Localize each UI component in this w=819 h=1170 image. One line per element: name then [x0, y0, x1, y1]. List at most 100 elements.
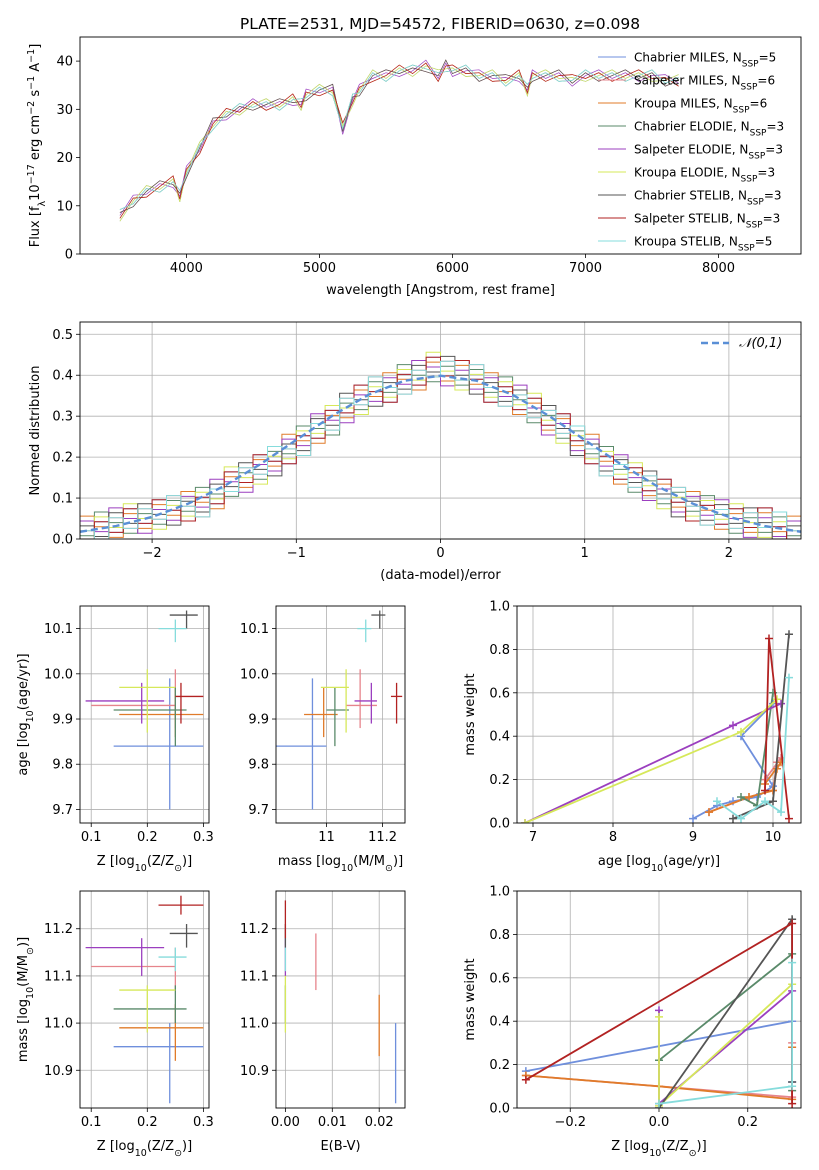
label-part: 10	[341, 863, 353, 874]
panel-weight-vs-Z: −0.2 0.0 0.2 0.0 0.2 0.4 0.6 0.8 1.0 Z [log10(Z/Z…	[463, 885, 802, 1159]
weight-marker	[737, 792, 745, 801]
weight-marker	[729, 814, 737, 823]
legend-name: Chabrier MILES, N	[634, 51, 742, 65]
legend-suffix: =3	[764, 189, 782, 203]
y-tick-label: 1.0	[489, 600, 510, 615]
label-part: ⊙	[25, 947, 36, 955]
label-part: ⊙	[174, 863, 182, 874]
y-tick-label: 10	[56, 199, 73, 214]
label-part: −17	[26, 164, 37, 184]
label-part: mass [log	[16, 999, 31, 1062]
y-tick-label: 1.0	[489, 885, 510, 900]
label-part: 10	[28, 184, 43, 201]
x-tick-label: 7	[529, 830, 537, 845]
y-axis-label: mass weight	[463, 673, 478, 755]
y-tick-label: 10.9	[240, 1064, 269, 1079]
label-part: mass [log	[278, 854, 341, 869]
label-part: −2	[26, 101, 37, 115]
legend-sub: SSP	[741, 83, 758, 93]
weight-marker	[788, 919, 797, 928]
axes-frame	[79, 605, 210, 824]
x-tick-label: 0.3	[193, 1115, 214, 1130]
label-part: 10	[25, 710, 36, 722]
legend-sub: SSP	[750, 129, 767, 139]
x-tick-label: 8	[609, 830, 617, 845]
x-tick-label: 0.02	[365, 1115, 394, 1130]
plot-body	[85, 610, 204, 810]
x-tick-label: −1	[287, 546, 306, 561]
spectrum-line	[119, 59, 679, 216]
label-part: mass weight	[463, 673, 478, 755]
legend-suffix: =6	[757, 74, 775, 88]
x-axis-label: age [log10(age/yr)]	[598, 854, 720, 874]
x-tick-label: 6000	[436, 261, 469, 276]
y-tick-label: 10.0	[44, 667, 73, 682]
plot-body: 𝒩(0,1)	[80, 336, 801, 539]
x-tick-label: 5000	[303, 261, 336, 276]
weight-marker	[689, 814, 697, 823]
legend-label: Kroupa ELODIE, NSSP=3	[634, 166, 775, 185]
weight-marker	[788, 1082, 797, 1091]
label-part: (Z/Z	[147, 854, 174, 869]
legend-sub: SSP	[742, 60, 759, 70]
spectrum-line	[119, 65, 679, 222]
spectrum-line	[119, 59, 679, 213]
weight-marker	[737, 727, 745, 736]
y-tick-label: 0.8	[489, 643, 510, 658]
legend-label: Chabrier STELIB, NSSP=3	[634, 189, 782, 208]
y-tick-label: 0.2	[52, 451, 73, 466]
legend-name: Kroupa STELIB, N	[634, 235, 738, 249]
legend-name: Salpeter ELODIE, N	[634, 143, 748, 157]
label-part: 10	[135, 1148, 147, 1159]
label-part: )]	[182, 854, 192, 869]
legend-sub: SSP	[741, 175, 758, 185]
y-tick-label: 0.2	[489, 1058, 510, 1073]
y-tick-label: 0.8	[489, 928, 510, 943]
label-part: 10	[649, 1148, 661, 1159]
legend-name: Kroupa MILES, N	[634, 97, 733, 111]
label-part: erg cm	[28, 115, 43, 164]
x-axis-label: Z [log10(Z/Z⊙)]	[611, 1139, 706, 1159]
label-part: ]	[28, 44, 43, 49]
y-tick-label: 0.6	[489, 971, 510, 986]
legend-suffix: =3	[766, 120, 784, 134]
x-tick-label: 9	[689, 830, 697, 845]
legend-sub: SSP	[733, 106, 750, 116]
weight-marker	[745, 792, 753, 801]
weight-marker	[777, 699, 785, 708]
x-tick-label: 2	[725, 546, 733, 561]
label-part: ⊙	[174, 1148, 182, 1159]
y-tick-label: 10.1	[44, 622, 73, 637]
legend-name: Salpeter MILES, N	[634, 74, 741, 88]
spectrum-line	[119, 64, 679, 210]
axes-frame	[79, 321, 802, 540]
label-part: )]	[182, 1139, 192, 1154]
x-tick-label: 0.2	[137, 1115, 158, 1130]
y-tick-label: 11.1	[44, 969, 73, 984]
plot-body	[276, 610, 403, 810]
y-tick-label: 9.8	[248, 758, 269, 773]
y-tick-label: 0.3	[52, 410, 73, 425]
label-part: −1	[26, 49, 37, 63]
weight-marker	[777, 808, 785, 817]
label-part: E(B-V)	[320, 1139, 360, 1154]
x-tick-label: 11.2	[368, 830, 397, 845]
y-tick-label: 30	[56, 103, 73, 118]
x-axis-label: mass [log10(M/M⊙)]	[278, 854, 403, 874]
histogram-step	[80, 360, 801, 539]
x-axis-label: E(B-V)	[320, 1139, 360, 1154]
label-part: (Z/Z	[147, 1139, 174, 1154]
y-tick-label: 11.1	[240, 969, 269, 984]
y-axis-label: Flux [fλ10−17 erg cm−2 s−1 A−1]	[26, 44, 48, 248]
x-tick-label: −2	[143, 546, 162, 561]
weight-line	[658, 916, 793, 1108]
weight-line	[658, 952, 793, 1091]
label-part: λ	[37, 200, 48, 206]
legend-label: 𝒩(0,1)	[739, 336, 782, 351]
label-part: )]	[697, 1139, 707, 1154]
y-tick-label: 0.0	[52, 533, 73, 548]
legend-name: Salpeter STELIB, N	[634, 212, 746, 226]
legend-suffix: =3	[765, 143, 783, 157]
